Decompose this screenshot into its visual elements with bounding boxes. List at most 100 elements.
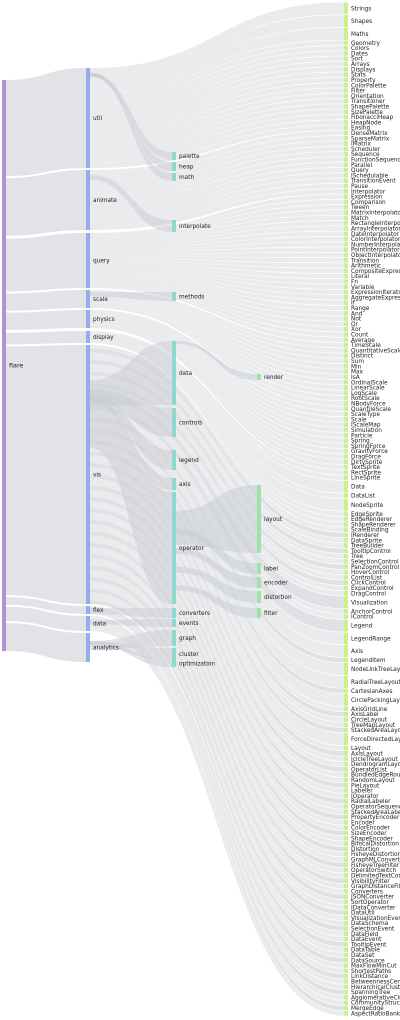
flow-link — [90, 319, 344, 443]
flow-link — [90, 299, 344, 380]
node-label-irenderer: IRenderer — [351, 533, 380, 539]
node-label-display: display — [93, 335, 114, 341]
node-label-tree: Tree — [350, 554, 364, 560]
node-label-radialtreelayout: RadialTreeLayout — [351, 680, 400, 686]
flow-link — [176, 548, 257, 588]
flow-link — [90, 331, 344, 475]
node-label-springforce: SpringForce — [351, 444, 386, 450]
node-spanningtree — [344, 989, 348, 995]
flow-link — [90, 337, 344, 511]
flow-link — [90, 135, 344, 180]
flow-link — [90, 356, 344, 548]
flow-link — [90, 335, 344, 499]
flow-link — [90, 493, 344, 799]
node-label-logscale: LogScale — [351, 391, 377, 397]
flow-link — [90, 270, 344, 300]
flow-link — [90, 326, 344, 470]
node-label-shaperenderer: ShapeRenderer — [351, 522, 396, 528]
node-label-dates: Dates — [351, 51, 368, 57]
node-label-datalist: DataList — [351, 494, 376, 500]
node-label-operatorlist: OperatorList — [351, 767, 388, 773]
node-numberinterpolator — [344, 242, 348, 247]
node-label-clickcontrol: ClickControl — [351, 581, 386, 587]
node-property — [344, 77, 348, 83]
node-label-operatorswitch: OperatorSwitch — [351, 868, 396, 874]
node-dates — [344, 51, 348, 56]
node-forcedirectedlayout — [344, 733, 348, 746]
node-label-agglomerativecluster: AgglomerativeCluster — [351, 995, 400, 1001]
flow-link — [90, 210, 344, 241]
node-sortoperator — [344, 899, 348, 905]
node-label-gravityforce: GravityForce — [351, 449, 388, 455]
node-filter — [344, 88, 348, 93]
node-agglomerativecluster — [344, 995, 348, 1000]
flow-link — [90, 554, 344, 884]
flow-link — [90, 278, 344, 321]
node-radialtreelayout — [344, 675, 348, 688]
node-label-scalebinding: ScaleBinding — [351, 528, 389, 534]
flow-link — [90, 610, 344, 990]
flow-link — [90, 303, 344, 396]
node-label-rectangleinterpolator: RectangleInterpolator — [351, 221, 400, 227]
node-label-physics: physics — [93, 317, 115, 323]
node-icontrol — [344, 614, 348, 619]
flow-link — [90, 15, 344, 78]
flow-link — [90, 231, 344, 249]
node-optimization — [172, 660, 176, 667]
flow-link — [90, 606, 344, 958]
node-label-converters: Converters — [351, 889, 383, 895]
node-label-heapnode: HeapNode — [351, 120, 382, 126]
node-label-timescale: TimeScale — [350, 343, 381, 349]
node-render — [257, 374, 261, 380]
flow-link — [90, 2, 344, 74]
node-label-controllist: ControlList — [351, 575, 383, 581]
node-label-fibonacciheap: FibonacciHeap — [351, 115, 393, 121]
flow-link — [90, 600, 344, 947]
node-label-strings: Strings — [351, 6, 371, 12]
flow-link — [90, 516, 344, 831]
node-axislayout — [344, 751, 348, 756]
flow-link — [90, 120, 344, 163]
node-colorinterpolator — [344, 236, 348, 242]
node-label-linkdistance: LinkDistance — [351, 974, 389, 980]
node-maths — [344, 27, 348, 40]
flow-link — [90, 451, 344, 733]
node-label-spanningtree: SpanningTree — [351, 990, 391, 996]
node-data — [344, 480, 348, 493]
flow-link — [90, 584, 344, 926]
node-label-simulation: Simulation — [351, 428, 382, 434]
node-label-linearscale: LinearScale — [351, 386, 385, 392]
node-label-axisgridline: AxisGridLine — [351, 707, 388, 713]
node-ioperator — [344, 793, 348, 799]
node-layout — [257, 485, 261, 553]
node-label-interpolate: interpolate — [179, 224, 211, 230]
node-graphmlconverter — [344, 857, 348, 862]
node-betweennesscentrality — [344, 979, 348, 984]
node-label-operator: operator — [179, 546, 205, 552]
flow-link — [90, 61, 344, 108]
flow-link — [90, 478, 344, 777]
flow-link — [90, 88, 344, 133]
node-label-sum: Sum — [351, 359, 364, 365]
flow-link — [90, 596, 344, 942]
flow-link — [90, 463, 344, 756]
node-graph — [172, 630, 176, 646]
flow-link — [90, 215, 344, 243]
node-bundlededgerouter — [344, 772, 348, 777]
node-query — [86, 233, 90, 288]
flow-link — [90, 82, 344, 128]
flow-link — [90, 51, 344, 98]
flow-link — [90, 294, 344, 364]
node-gravityforce — [344, 448, 348, 454]
node-label-selectionevent: SelectionEvent — [351, 926, 395, 932]
node-tooltipevent — [344, 942, 348, 947]
node-label-flex: flex — [93, 608, 104, 614]
node-label-events: events — [179, 621, 199, 627]
node-label-expression: Expression — [351, 195, 383, 201]
node-label-pause: Pause — [351, 184, 368, 190]
flow-link — [90, 482, 344, 783]
node-sizepalette — [344, 109, 348, 115]
node-label-shapeencoder: ShapeEncoder — [351, 836, 393, 842]
node-scheduler — [344, 146, 348, 152]
